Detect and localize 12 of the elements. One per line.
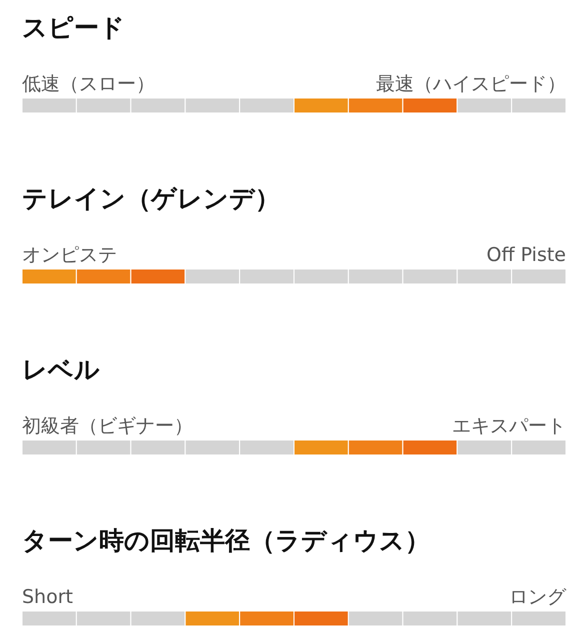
chart-title: ターン時の回転半径（ラディウス）: [22, 526, 430, 555]
chart-title: スピード: [22, 13, 125, 42]
text: 最速（ハイスピード）: [376, 73, 566, 95]
text: ロング: [509, 586, 567, 608]
text: 初級者（ビギナー）: [22, 415, 193, 437]
chart-title: レベル: [22, 355, 100, 384]
text: エキスパート: [452, 415, 566, 437]
chart-title: テレイン（ゲレンデ）: [22, 184, 280, 213]
text: 低速（スロー）: [22, 73, 155, 95]
text: Short: [22, 586, 73, 608]
text: オンピステ: [22, 244, 117, 266]
text: Off Piste: [486, 244, 566, 266]
